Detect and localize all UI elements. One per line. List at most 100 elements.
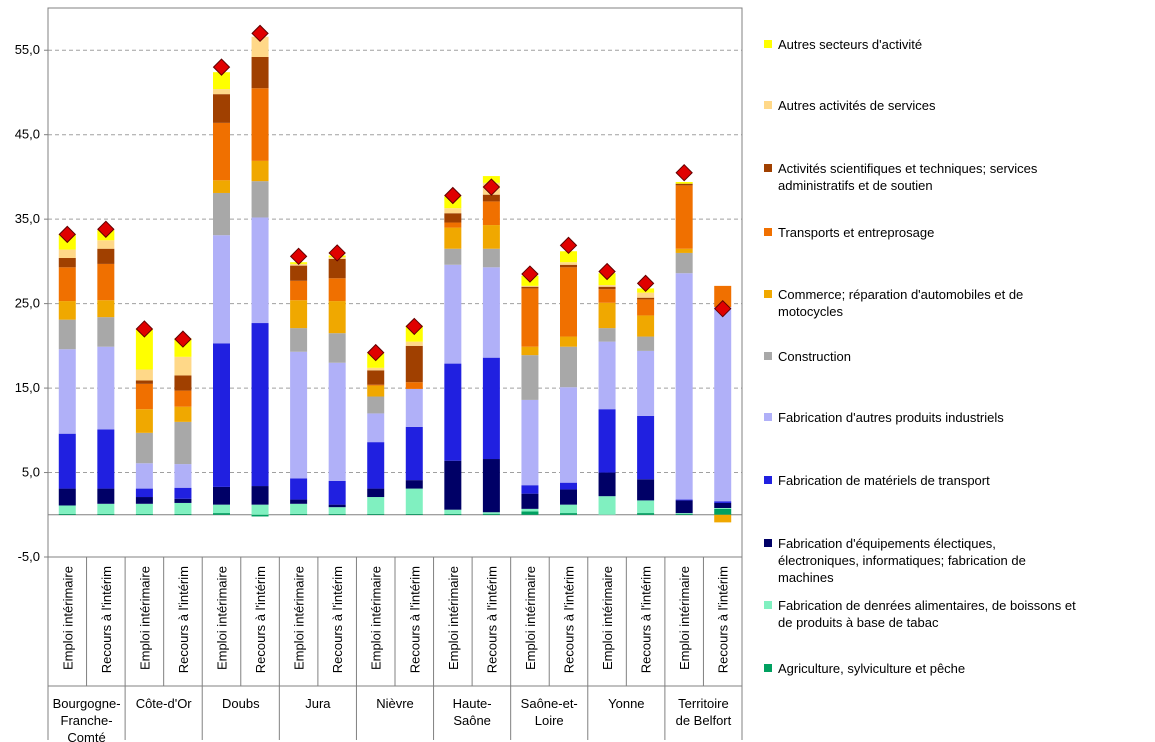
bar-segment bbox=[367, 367, 385, 371]
total-marker bbox=[174, 330, 192, 348]
group-label: de Belfort bbox=[676, 713, 732, 728]
bar-segment bbox=[675, 248, 693, 253]
category-label: Recours à l'intérim bbox=[99, 566, 114, 673]
category-label: Emploi intérimaire bbox=[677, 566, 692, 670]
category-label: Recours à l'intérim bbox=[330, 566, 345, 673]
bar-segment bbox=[58, 301, 76, 320]
category-label: Emploi intérimaire bbox=[215, 566, 230, 670]
bar-segment bbox=[328, 362, 346, 481]
bar-segment bbox=[444, 363, 462, 461]
bar-segment bbox=[598, 286, 616, 290]
bar-segment bbox=[482, 201, 500, 226]
bar-segment bbox=[560, 267, 577, 337]
bar-segment bbox=[637, 513, 655, 515]
legend-label: Fabrication d'autres produits industriel… bbox=[778, 410, 1004, 425]
bar-segment bbox=[521, 493, 539, 509]
category-label: Emploi intérimaire bbox=[60, 566, 75, 670]
bar-segment bbox=[482, 267, 500, 358]
bar-segment bbox=[560, 504, 577, 514]
bar-segment bbox=[444, 227, 462, 249]
bar-segment bbox=[97, 346, 115, 430]
bar-segment bbox=[444, 460, 462, 510]
bar-segment bbox=[637, 292, 655, 298]
legend-swatch bbox=[764, 413, 772, 421]
bar-segment bbox=[174, 487, 192, 499]
bar-segment bbox=[482, 248, 500, 268]
bar-segment bbox=[213, 513, 230, 515]
bar-segment bbox=[560, 513, 577, 515]
legend-swatch bbox=[764, 601, 772, 609]
legend-item: Autres secteurs d'activité bbox=[764, 36, 1149, 53]
bar-segment bbox=[521, 508, 539, 512]
bar-segment bbox=[290, 265, 308, 281]
bar-segment bbox=[560, 264, 577, 268]
bar-segment bbox=[97, 240, 115, 249]
bar-segment bbox=[598, 328, 616, 342]
legend-item: Commerce; réparation d'automobiles et de… bbox=[764, 286, 1149, 320]
bar-segment bbox=[444, 264, 462, 364]
bar-segment bbox=[328, 507, 346, 514]
bar-segment bbox=[405, 488, 423, 514]
total-marker bbox=[328, 244, 346, 262]
bar-segment bbox=[135, 513, 153, 515]
group-label: Territoire bbox=[678, 696, 729, 711]
bar-segment bbox=[174, 375, 192, 391]
bar-segment bbox=[521, 286, 539, 289]
bar-segment bbox=[482, 225, 500, 249]
group-label: Nièvre bbox=[376, 696, 414, 711]
total-marker bbox=[251, 24, 269, 43]
bar-segment bbox=[58, 488, 76, 506]
legend-swatch bbox=[764, 352, 772, 360]
category-label: Emploi intérimaire bbox=[292, 566, 307, 670]
bar-segment bbox=[328, 258, 346, 279]
bar-segment bbox=[251, 160, 269, 182]
bar-segment bbox=[521, 288, 539, 347]
group-label: Côte-d'Or bbox=[136, 696, 193, 711]
total-marker bbox=[482, 178, 501, 196]
bar-segment bbox=[560, 251, 577, 263]
bar-segment bbox=[58, 249, 76, 259]
bar-segment bbox=[444, 513, 462, 515]
bar-segment bbox=[328, 504, 346, 508]
bar-segment bbox=[598, 285, 616, 287]
bar-segment bbox=[135, 503, 153, 514]
bar-segment bbox=[58, 319, 76, 350]
bar-segment bbox=[444, 509, 462, 514]
category-label: Emploi intérimaire bbox=[523, 566, 538, 670]
category-label: Emploi intérimaire bbox=[600, 566, 615, 670]
bar-segment bbox=[444, 208, 462, 214]
bar-segment bbox=[482, 512, 500, 514]
bar-segment bbox=[135, 497, 153, 504]
bar-segment bbox=[135, 432, 153, 464]
legend-label: Activités scientifiques et techniques; s… bbox=[778, 161, 1038, 193]
bar-segment bbox=[675, 185, 693, 249]
bar-segment bbox=[714, 508, 732, 509]
bar-segment bbox=[714, 285, 732, 307]
group-label: Jura bbox=[305, 696, 331, 711]
total-marker bbox=[289, 247, 308, 266]
bar-segment bbox=[290, 503, 308, 514]
bar-segment bbox=[637, 297, 655, 300]
bar-segment bbox=[714, 514, 732, 523]
legend-swatch bbox=[764, 164, 772, 172]
group-label: Bourgogne- bbox=[53, 696, 121, 711]
group-label: Saône-et- bbox=[521, 696, 578, 711]
bar-segment bbox=[251, 217, 269, 324]
category-label: Recours à l'intérim bbox=[176, 566, 191, 673]
bar-segment bbox=[675, 181, 693, 184]
bar-segment bbox=[97, 429, 115, 489]
bar-segment bbox=[482, 459, 500, 513]
bar-segment bbox=[213, 343, 230, 487]
group-label: Loire bbox=[535, 713, 564, 728]
bar-segment bbox=[444, 222, 462, 228]
category-label: Emploi intérimaire bbox=[446, 566, 461, 670]
bar-segment bbox=[560, 346, 577, 388]
bar-segment bbox=[598, 409, 616, 473]
legend-swatch bbox=[764, 664, 772, 672]
total-marker bbox=[675, 163, 693, 182]
legend-swatch bbox=[764, 40, 772, 48]
bar-segment bbox=[675, 500, 693, 514]
bar-segment bbox=[521, 285, 539, 287]
bar-segment bbox=[714, 306, 732, 502]
